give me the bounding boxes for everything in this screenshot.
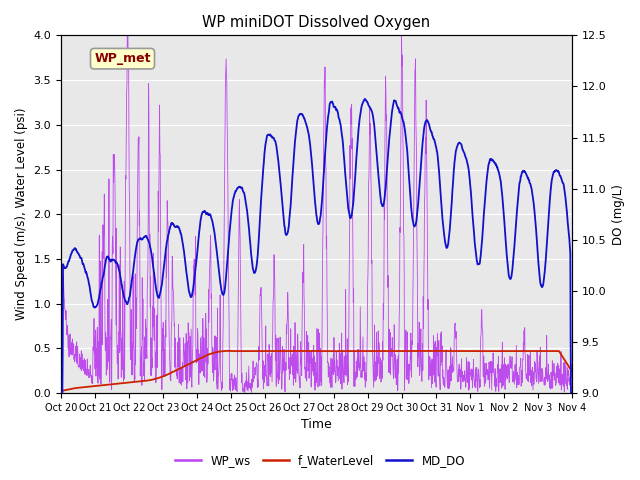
Title: WP miniDOT Dissolved Oxygen: WP miniDOT Dissolved Oxygen <box>202 15 431 30</box>
Text: WP_met: WP_met <box>94 52 151 65</box>
Y-axis label: Wind Speed (m/s), Water Level (psi): Wind Speed (m/s), Water Level (psi) <box>15 108 28 321</box>
Legend: WP_ws, f_WaterLevel, MD_DO: WP_ws, f_WaterLevel, MD_DO <box>170 449 470 472</box>
X-axis label: Time: Time <box>301 419 332 432</box>
Y-axis label: DO (mg/L): DO (mg/L) <box>612 184 625 245</box>
